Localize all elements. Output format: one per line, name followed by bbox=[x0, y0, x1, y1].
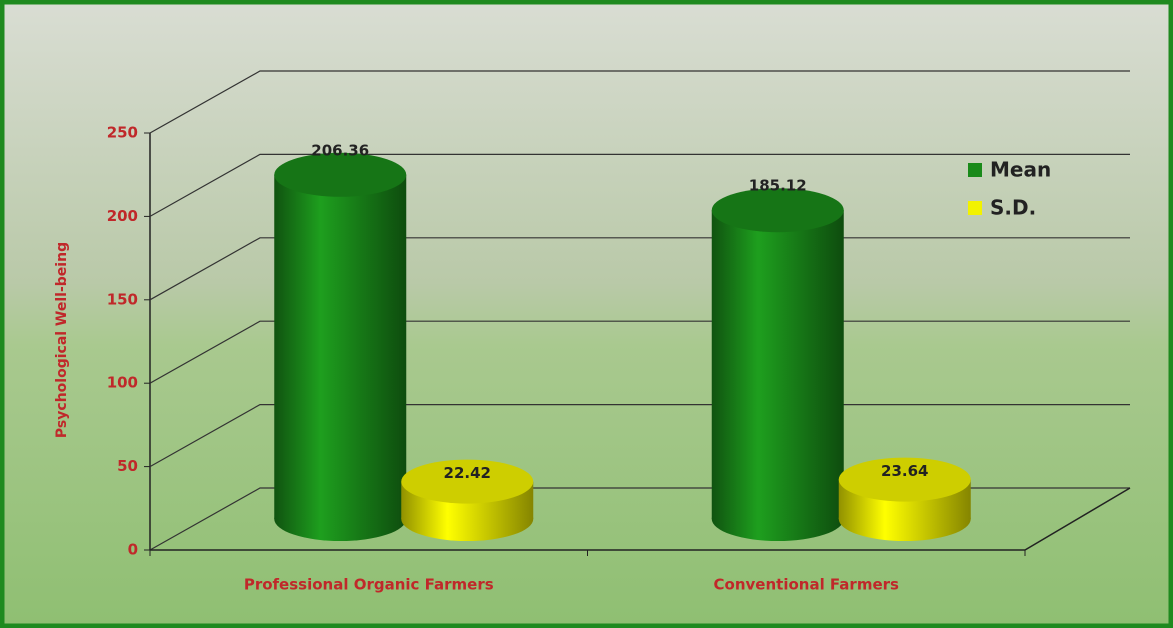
value-label: 23.64 bbox=[881, 462, 928, 480]
chart: Psychological Well-being 0 50 100 150 200 250… bbox=[0, 0, 1173, 628]
y-tick-label: 0 bbox=[128, 541, 138, 559]
legend-swatch bbox=[968, 163, 982, 177]
bar-top bbox=[712, 188, 844, 232]
value-label: 22.42 bbox=[444, 464, 491, 482]
bar bbox=[274, 175, 406, 519]
y-axis-label: Psychological Well-being bbox=[54, 242, 70, 438]
y-tick-label: 50 bbox=[117, 457, 138, 475]
x-tick-label: Conventional Farmers bbox=[714, 576, 899, 594]
value-label: 206.36 bbox=[311, 141, 369, 159]
y-tick-label: 150 bbox=[107, 290, 138, 308]
page: Psychological Well-being 0 50 100 150 200 250… bbox=[0, 0, 1173, 628]
legend-label: S.D. bbox=[990, 196, 1036, 220]
value-label: 185.12 bbox=[749, 177, 807, 195]
frame bbox=[2, 2, 1171, 626]
legend-swatch bbox=[968, 201, 982, 215]
bar-top bbox=[274, 153, 406, 197]
y-tick-label: 100 bbox=[107, 374, 138, 392]
y-tick-label: 250 bbox=[107, 124, 138, 142]
x-tick-label: Professional Organic Farmers bbox=[244, 576, 494, 594]
y-tick-label: 200 bbox=[107, 207, 138, 225]
bar bbox=[712, 210, 844, 519]
legend-label: Mean bbox=[990, 158, 1051, 182]
